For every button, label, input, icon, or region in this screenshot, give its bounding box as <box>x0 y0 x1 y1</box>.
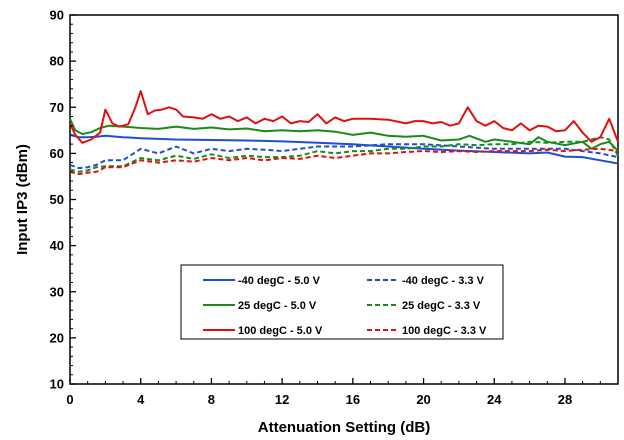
legend-box <box>180 264 504 340</box>
legend-label-6: 100 degC - 3.3 V <box>402 325 487 337</box>
y-tick-label: 30 <box>50 284 64 299</box>
x-tick-label: 0 <box>66 392 73 407</box>
x-tick-label: 8 <box>208 392 215 407</box>
x-tick-label: 24 <box>487 392 502 407</box>
y-tick-label: 60 <box>50 146 64 161</box>
x-axis-title: Attenuation Setting (dB) <box>258 419 430 436</box>
legend-label-3: 25 degC - 5.0 V <box>238 300 317 312</box>
series-line-1 <box>69 133 619 165</box>
axes-layer: 10 20 30 40 50 60 70 80 90 0 4 8 12 16 20 24 28 <box>50 8 601 407</box>
y-axis-title: Input IP3 (dBm) <box>14 144 31 255</box>
legend: -40 degC - 5.0 V -40 degC - 3.3 V 25 degC … <box>180 264 504 340</box>
series-line-5 <box>69 90 619 144</box>
y-tick-label: 80 <box>50 54 64 69</box>
legend-label-2: -40 degC - 3.3 V <box>402 275 485 287</box>
y-tick-label: 90 <box>50 8 64 23</box>
y-tick-label: 10 <box>50 377 64 392</box>
series-line-3 <box>69 118 619 152</box>
y-tick-label: 50 <box>50 192 64 207</box>
series-layer <box>69 90 619 176</box>
legend-label-4: 25 degC - 3.3 V <box>402 300 481 312</box>
series-line-4 <box>69 136 619 173</box>
x-tick-label: 12 <box>275 392 289 407</box>
x-tick-label: 4 <box>137 392 145 407</box>
x-tick-label: 28 <box>558 392 572 407</box>
legend-label-1: -40 degC - 5.0 V <box>238 275 321 287</box>
series-line-6 <box>69 147 619 176</box>
series-line-2 <box>69 143 619 170</box>
legend-label-5: 100 degC - 5.0 V <box>238 325 323 337</box>
y-tick-label: 70 <box>50 100 64 115</box>
y-tick-label: 40 <box>50 238 64 253</box>
x-tick-label: 16 <box>346 392 360 407</box>
x-tick-label: 20 <box>416 392 430 407</box>
y-tick-label: 20 <box>50 330 64 345</box>
